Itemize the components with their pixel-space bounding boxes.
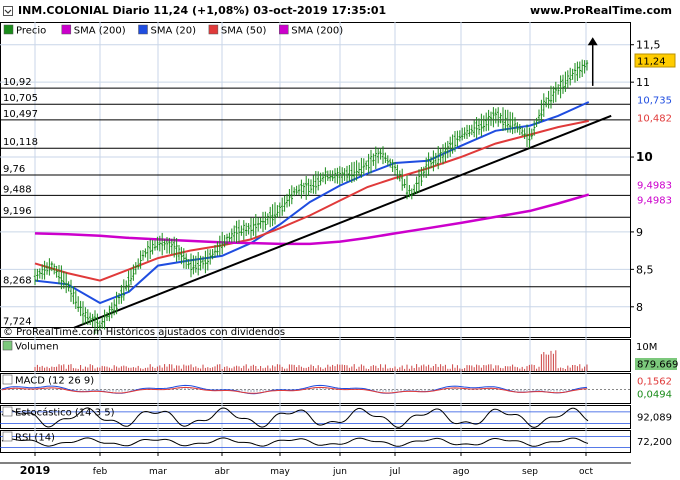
legend-swatch	[279, 24, 289, 35]
value-tag-box	[635, 193, 675, 206]
stochastic-title-swatch	[2, 406, 13, 417]
grid-lines	[0, 22, 634, 456]
series-line-sma50	[34, 119, 589, 282]
stochastic-value-label: 92,089	[637, 413, 672, 424]
level-label: 7,724	[3, 316, 32, 327]
rsi-panel-frame	[0, 430, 631, 453]
level-label: 9,488	[3, 184, 32, 195]
trendline	[73, 114, 612, 329]
indicator-series	[0, 350, 630, 449]
x-tick-label: ago	[453, 467, 470, 477]
macd-value-tag	[635, 375, 675, 387]
price-tick-label: 10	[636, 150, 653, 164]
series-line-sma200	[34, 193, 590, 246]
chart-title: INM.COLONIAL Diario 11,24 (+1,08%) 03-oc…	[18, 4, 387, 17]
rsi-line	[1, 437, 589, 447]
price-tick-label: 11	[636, 76, 650, 89]
value-tag-label: 11,24	[637, 57, 666, 68]
legend-label: SMA (20)	[151, 26, 197, 37]
x-tick-label: feb	[93, 467, 108, 477]
volume-value-label: 879.669	[637, 360, 678, 371]
macd-panel-frame	[0, 373, 631, 404]
rsi-value-label: 72,200	[637, 437, 672, 448]
legend-swatch	[138, 24, 148, 35]
x-tick-label: 2019	[20, 464, 51, 477]
value-tag-box	[635, 178, 675, 191]
macd-title: MACD (12 26 9)	[15, 376, 94, 387]
value-tag-box	[635, 93, 675, 106]
macd-value-label: 0,1562	[637, 377, 672, 388]
level-label: 10,497	[3, 109, 38, 120]
price-series	[33, 37, 612, 334]
legend-swatch	[208, 24, 219, 35]
chart-labels: 2019 feb mar abr may jun jul ago sep oct 11,5 11 10 9…	[2, 24, 678, 477]
value-tag-label: 10,482	[637, 114, 672, 125]
level-label: 10,118	[3, 137, 38, 148]
level-label: 9,196	[3, 206, 32, 217]
macd-signal-label: 0,0494	[637, 390, 672, 401]
value-tag-label: 9,4983	[637, 181, 672, 192]
legend-label: SMA (200)	[74, 26, 126, 37]
volume-tick-label: 10M	[636, 342, 657, 353]
value-tag-box	[635, 111, 675, 124]
level-label: 10,705	[3, 93, 38, 104]
volume-panel-frame	[0, 339, 631, 372]
chart-header: INM.COLONIAL Diario 11,24 (+1,08%) 03-oc…	[0, 0, 680, 22]
trend-arrow-head	[587, 37, 598, 46]
x-tick-label: mar	[149, 467, 167, 477]
x-tick-label: abr	[215, 467, 230, 477]
value-tag-label: 10,735	[637, 96, 672, 107]
macd-title-swatch	[2, 374, 13, 385]
x-tick-label: oct	[579, 467, 593, 477]
level-label: 8,268	[3, 276, 32, 287]
value-tag-label: 9,4983	[637, 196, 672, 207]
volume-value-tag	[635, 358, 677, 370]
price-tick-label: 11,5	[636, 39, 661, 52]
legend-swatch	[61, 24, 72, 35]
x-tick-label: sep	[522, 467, 538, 477]
window-menu-icon[interactable]	[3, 6, 13, 16]
volume-title-swatch	[2, 340, 13, 351]
support-resistance-levels	[0, 87, 630, 328]
price-tick-label: 9	[636, 226, 643, 239]
x-tick-label: may	[270, 467, 290, 477]
price-tick-label: 8,5	[636, 263, 654, 276]
volume-title: Volumen	[15, 342, 59, 353]
legend-label: SMA (50)	[221, 26, 267, 37]
stochastic-title: Estocástico (14 3 5)	[15, 407, 115, 419]
x-tick-label: jul	[389, 467, 401, 477]
value-tag-box	[634, 53, 676, 68]
legend-label: Precio	[16, 26, 46, 37]
rsi-title-swatch	[2, 431, 13, 442]
legend-label: SMA (200)	[291, 26, 343, 37]
x-tick-label: jun	[332, 467, 347, 477]
price-tick-label: 8	[636, 301, 643, 314]
chart-annotation: © ProRealTime.com Históricos ajustados c…	[3, 326, 285, 338]
legend-swatch	[3, 24, 14, 35]
brand-url[interactable]: www.ProRealTime.com	[529, 4, 672, 17]
level-label: 9,76	[3, 164, 25, 175]
macd-signal-tag	[635, 388, 675, 400]
rsi-title: RSI (14)	[15, 433, 55, 444]
stochastic-line	[1, 407, 589, 428]
level-label: 10,92	[3, 77, 32, 88]
macd-signal-line	[1, 386, 588, 394]
